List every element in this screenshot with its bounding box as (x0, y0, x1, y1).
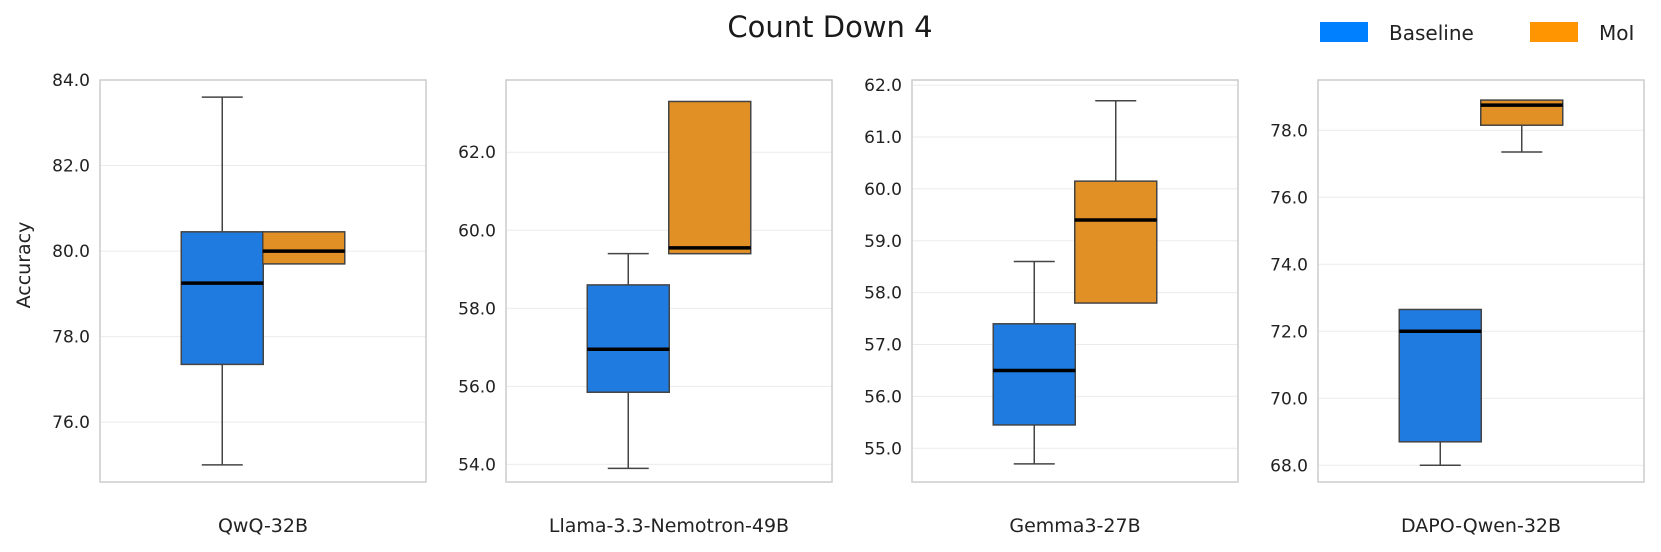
y-tick-label: 54.0 (458, 455, 496, 475)
panels: 76.0 78.0 80.0 82.0 84.0 QwQ-32B 54.0 56.0 58.0 6… (52, 71, 1645, 537)
panel-1: 76.0 78.0 80.0 82.0 84.0 QwQ-32B (52, 71, 427, 537)
y-tick-label: 60.0 (458, 221, 496, 241)
y-tick-label: 80.0 (52, 242, 90, 262)
moi-box (668, 100, 752, 255)
y-tick-label: 55.0 (864, 439, 902, 459)
y-tick-label: 62.0 (864, 76, 902, 96)
y-tick-label: 58.0 (458, 299, 496, 319)
panel-2: 54.0 56.0 58.0 60.0 62.0 Llama-3.3-Nemotron-4… (458, 79, 833, 537)
x-axis-label: QwQ-32B (218, 515, 308, 537)
y-tick-label: 61.0 (864, 128, 902, 148)
legend-swatch-baseline (1320, 22, 1368, 42)
y-tick-label: 58.0 (864, 284, 902, 304)
y-tick-label: 68.0 (1270, 456, 1308, 476)
legend-swatch-moi (1530, 22, 1578, 42)
panel-4: 68.0 70.0 72.0 74.0 76.0 78.0 DAPO-Qwen-32B (1270, 79, 1645, 537)
legend-label-moi: MoI (1599, 21, 1634, 45)
moi-box (262, 231, 346, 265)
panel-frame (1317, 79, 1645, 483)
y-tick-label: 78.0 (52, 328, 90, 348)
moi-box (1074, 180, 1158, 304)
y-tick-label: 59.0 (864, 232, 902, 252)
panel-frame (911, 79, 1239, 483)
legend: Baseline MoI (1320, 21, 1634, 45)
x-axis-label: DAPO-Qwen-32B (1401, 515, 1561, 537)
y-tick-label: 56.0 (864, 387, 902, 407)
baseline-box (586, 284, 670, 393)
legend-label-baseline: Baseline (1389, 21, 1474, 45)
y-tick-label: 60.0 (864, 180, 902, 200)
y-tick-label: 84.0 (52, 71, 90, 91)
y-axis-label: Accuracy (13, 222, 35, 309)
y-tick-label: 72.0 (1270, 322, 1308, 342)
y-tick-label: 78.0 (1270, 121, 1308, 141)
panel-frame (505, 79, 833, 483)
baseline-box (180, 231, 264, 366)
chart-title: Count Down 4 (727, 10, 932, 44)
baseline-box (992, 323, 1076, 426)
y-tick-label: 74.0 (1270, 255, 1308, 275)
panel-3: 55.0 56.0 57.0 58.0 59.0 60.0 61.0 62.0 Gemma3-2… (864, 76, 1239, 537)
y-tick-label: 70.0 (1270, 389, 1308, 409)
x-axis-label: Gemma3-27B (1009, 515, 1140, 537)
y-tick-label: 57.0 (864, 336, 902, 356)
y-tick-label: 76.0 (52, 413, 90, 433)
x-axis-label: Llama-3.3-Nemotron-49B (549, 515, 789, 537)
baseline-box (1398, 308, 1482, 443)
y-tick-label: 56.0 (458, 377, 496, 397)
panel-frame (99, 79, 427, 483)
y-tick-label: 62.0 (458, 143, 496, 163)
y-tick-label: 76.0 (1270, 188, 1308, 208)
y-tick-label: 82.0 (52, 157, 90, 177)
